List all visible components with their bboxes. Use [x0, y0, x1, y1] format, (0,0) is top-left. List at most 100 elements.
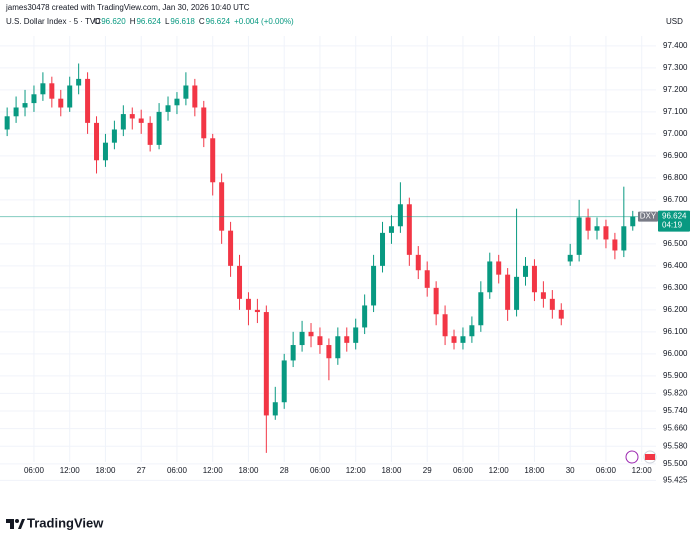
- candle-body: [576, 217, 582, 255]
- x-tick-label: 06:00: [310, 466, 331, 475]
- candle-body: [290, 345, 296, 361]
- change: +0.004 (+0.00%): [234, 17, 294, 26]
- candle-body: [263, 312, 269, 416]
- created-by: james30478 created with TradingView.com,…: [5, 3, 250, 12]
- candle-body: [487, 261, 493, 293]
- x-tick-label: 12:00: [203, 466, 224, 475]
- y-tick-label: 96.500: [663, 239, 688, 248]
- candle-body: [299, 331, 305, 346]
- candle-body: [451, 336, 457, 343]
- ohlc-legend: O 96.620 H 96.624 L 96.618 C 96.624: [94, 17, 231, 26]
- candle-body: [129, 114, 135, 119]
- candle-body: [49, 83, 55, 99]
- y-tick-label: 95.660: [663, 424, 688, 433]
- price-tag-value: 96.624: [662, 212, 687, 221]
- candle-body: [344, 336, 350, 343]
- x-tick-label: 18:00: [381, 466, 402, 475]
- candle-body: [621, 226, 627, 251]
- x-tick-label: 18:00: [238, 466, 259, 475]
- candle-body: [630, 216, 636, 227]
- candle-body: [353, 327, 359, 343]
- candle-body: [308, 331, 314, 337]
- candle-body: [272, 402, 278, 416]
- candle-body: [76, 78, 82, 86]
- candle-body: [219, 182, 225, 231]
- y-tick-label: 95.820: [663, 389, 688, 398]
- candle-body: [228, 230, 234, 266]
- legend-key: H: [130, 17, 136, 26]
- x-tick-label: 06:00: [596, 466, 617, 475]
- candle-body: [612, 239, 618, 251]
- y-tick-label: 96.800: [663, 173, 688, 182]
- y-tick-label: 96.000: [663, 349, 688, 358]
- candle-body: [156, 111, 162, 145]
- countdown: 04:19: [662, 221, 683, 230]
- candle-body: [326, 345, 332, 359]
- x-tick-label: 29: [423, 466, 432, 475]
- candle-body: [245, 298, 251, 310]
- candle-body: [67, 85, 73, 108]
- candle-body: [362, 305, 368, 328]
- y-tick-label: 96.400: [663, 261, 688, 270]
- candle-body: [22, 103, 28, 108]
- y-tick-label: 97.100: [663, 107, 688, 116]
- flag-stripes: [645, 454, 655, 460]
- y-tick-label: 97.400: [663, 41, 688, 50]
- legend-value: 96.624: [206, 17, 231, 26]
- candle-body: [165, 105, 171, 112]
- candle-body: [415, 254, 421, 271]
- candle-body: [281, 360, 287, 403]
- candle-body: [567, 254, 573, 262]
- candle-body: [201, 107, 207, 139]
- legend-key: L: [165, 17, 170, 26]
- y-tick-label: 96.900: [663, 151, 688, 160]
- logo-part: [18, 519, 25, 529]
- candle-body: [460, 336, 466, 343]
- y-tick-label: 97.300: [663, 63, 688, 72]
- symbol: U.S. Dollar Index · 5 · TVC: [6, 17, 101, 26]
- brand: TradingView: [27, 515, 104, 530]
- candle-body: [603, 226, 609, 240]
- legend-value: 96.624: [136, 17, 161, 26]
- brand-logo: [6, 519, 25, 529]
- x-tick-label: 30: [566, 466, 575, 475]
- candle-body: [442, 314, 448, 337]
- x-tick-label: 06:00: [24, 466, 45, 475]
- candle-body: [549, 298, 555, 310]
- candle-body: [147, 122, 153, 145]
- candle-body: [335, 336, 341, 359]
- candle-body: [496, 261, 502, 275]
- y-tick-label: 97.000: [663, 129, 688, 138]
- candle-body: [558, 309, 564, 319]
- y-tick-label: 95.900: [663, 371, 688, 380]
- x-tick-label: 12:00: [632, 466, 653, 475]
- candle-body: [120, 114, 126, 130]
- x-tick-label: 27: [137, 466, 146, 475]
- candle-body: [371, 265, 377, 306]
- candle-body: [210, 138, 216, 183]
- symbol-label: DXY: [640, 212, 657, 221]
- candle-body: [406, 204, 412, 255]
- y-tick-label: 95.425: [663, 475, 688, 484]
- y-tick-label: 96.700: [663, 195, 688, 204]
- candle-body: [183, 85, 189, 99]
- candle-body: [111, 129, 117, 143]
- legend-key: C: [199, 17, 205, 26]
- x-tick-label: 06:00: [453, 466, 474, 475]
- logo-part: [15, 519, 19, 523]
- x-tick-label: 12:00: [60, 466, 81, 475]
- logo-part: [10, 519, 14, 529]
- candle-body: [531, 265, 537, 293]
- candle-body: [102, 142, 108, 161]
- candle-body: [540, 292, 546, 299]
- candle-body: [523, 265, 529, 277]
- candle-body: [138, 118, 144, 123]
- candle-body: [388, 226, 394, 233]
- x-tick-label: 12:00: [489, 466, 510, 475]
- candle-body: [174, 98, 180, 106]
- candle-body: [505, 274, 511, 310]
- candle-body: [585, 217, 591, 231]
- candle-body: [58, 98, 64, 108]
- event-icon[interactable]: [625, 450, 639, 464]
